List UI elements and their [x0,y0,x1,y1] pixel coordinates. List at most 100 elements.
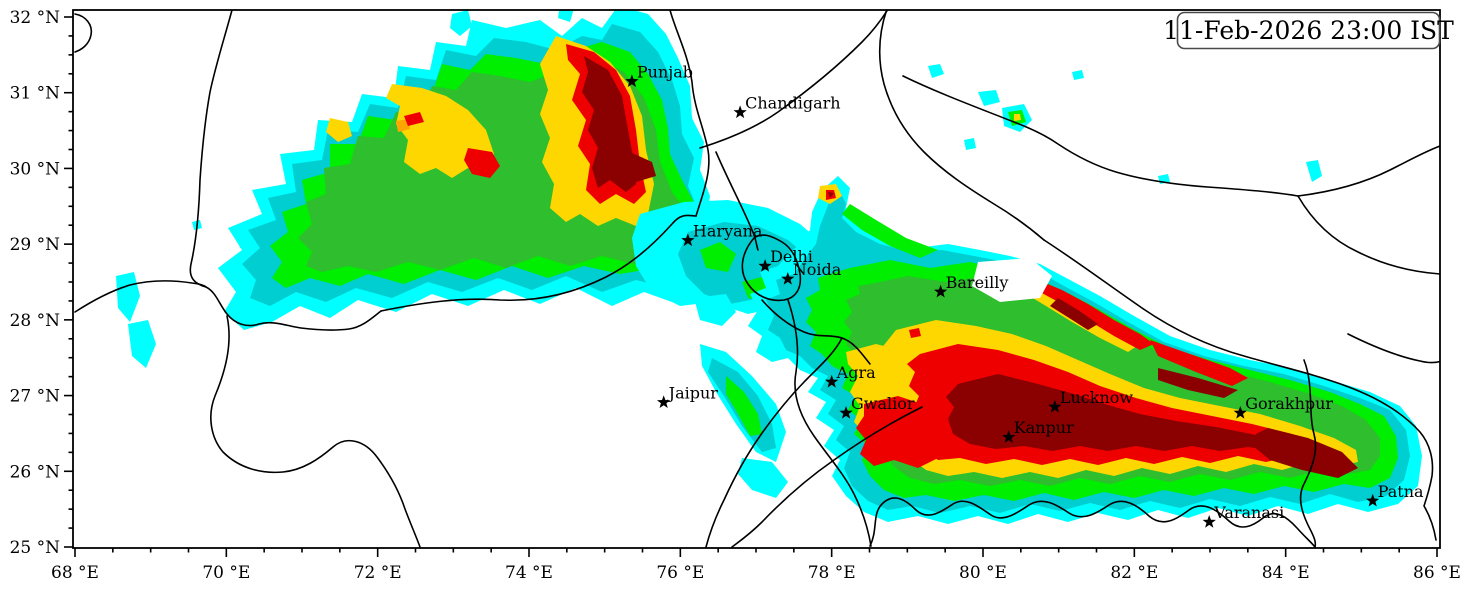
axis-tick-labels: 68 °E 70 °E 72 °E 74 °E 76 °E 78 °E 80 °E 82 °E… [10,8,1461,583]
precip-tail-l1 [694,294,736,326]
city-marker-delhi: Delhi [758,247,813,272]
city-marker-haryana: Haryana [681,221,763,246]
star-icon [1366,493,1380,507]
star-icon [758,259,772,272]
city-marker-agra: Agra [825,363,876,388]
boundary-line [1299,359,1317,548]
precip-speck [558,10,574,22]
city-marker-patna: Patna [1366,482,1424,507]
y-tick-label: 32 °N [10,8,61,28]
city-label: Punjab [637,62,693,81]
y-tick-label: 31 °N [10,84,61,104]
precip-se-l8 [1158,368,1238,398]
city-marker-noida: Noida [781,260,842,285]
precip-speck [1072,70,1084,80]
city-marker-gwalior: Gwalior [839,394,915,419]
city-label: Chandigarh [745,93,840,112]
city-label: Agra [836,363,876,382]
city-label: Delhi [770,247,813,266]
city-label: Varanasi [1213,503,1284,522]
city-marker-jaipur: Jaipur [657,383,718,408]
boundary-line [787,299,872,547]
boundary-line [878,10,1045,241]
precip-speck [116,272,140,322]
precip-speck [928,64,944,78]
x-tick-label: 72 °E [354,563,402,583]
x-tick-label: 68 °E [51,563,99,583]
star-icon [1048,399,1062,413]
precip-tail-l3 [726,376,762,436]
boundary-line [189,10,233,288]
precip-se-l8 [1253,428,1358,478]
x-tick-label: 78 °E [808,563,856,583]
boundary-line [699,10,889,149]
boundary-line [669,10,710,217]
city-marker-varanasi: Varanasi [1202,503,1284,528]
star-icon [1233,406,1247,419]
star-icon [825,374,839,388]
precip-se-l8 [1050,298,1098,330]
y-tick-label: 28 °N [10,311,61,331]
precip-bridge-l3 [700,242,736,272]
x-tick-label: 84 °E [1262,563,1310,583]
city-label: Haryana [693,221,763,240]
y-tick-label: 30 °N [10,159,61,179]
precip-speck [978,90,1000,106]
city-label: Gorakhpur [1245,394,1333,413]
boundary-line [210,315,421,548]
city-label: Jaipur [667,383,719,402]
boundary-line [1297,195,1440,275]
boundary-line [1347,333,1440,364]
city-marker-lucknow: Lucknow [1048,388,1133,413]
precip-speck [1306,160,1322,182]
y-tick-label: 25 °N [10,538,61,558]
boundary-line [761,299,871,365]
city-label: Bareilly [946,273,1009,292]
x-tick-label: 80 °E [959,563,1007,583]
boundary-line [1297,145,1440,197]
x-tick-label: 76 °E [656,563,704,583]
y-tick-label: 27 °N [10,387,61,407]
precip-speck [450,10,472,36]
city-label: Lucknow [1060,388,1134,407]
boundary-line [715,151,759,251]
star-icon [733,105,747,119]
boundary-line [1043,239,1437,541]
precip-se-l3 [842,204,938,258]
star-icon [839,406,853,419]
timestamp-annotation: 11-Feb-2026 23:00 IST [1163,11,1454,50]
precip-speck [238,238,248,248]
precip-nw-l7 [404,112,424,126]
y-tick-label: 26 °N [10,462,61,482]
timestamp-text: 11-Feb-2026 23:00 IST [1163,16,1454,45]
precip-se-l8 [946,374,1296,451]
boundary-line [869,497,1316,548]
city-marker-chandigarh: Chandigarh [733,93,841,119]
precip-se-l7 [1038,280,1154,350]
precip-tail-l1 [738,458,788,498]
boundary-line [731,406,923,548]
precip-nw-l7 [464,148,500,178]
timestamp-box [1176,11,1441,50]
city-label: Noida [793,260,842,279]
city-label: Patna [1378,482,1424,501]
star-icon [657,395,671,408]
boundary-line [705,337,843,548]
state-boundaries [74,10,1440,548]
boundary-line [74,280,382,331]
city-marker-bareilly: Bareilly [934,273,1008,298]
x-tick-label: 74 °E [505,563,553,583]
precip-speck [964,138,976,150]
boundary-line [74,13,93,53]
precip-nw-l5 [326,118,352,142]
dry-gap [972,258,1052,302]
city-marker-punjab: Punjab [625,62,693,87]
x-tick-label: 86 °E [1413,563,1461,583]
star-icon [1202,515,1216,528]
star-icon [625,74,639,87]
precip-spot-l8 [828,192,834,198]
precip-speck [1014,114,1021,121]
